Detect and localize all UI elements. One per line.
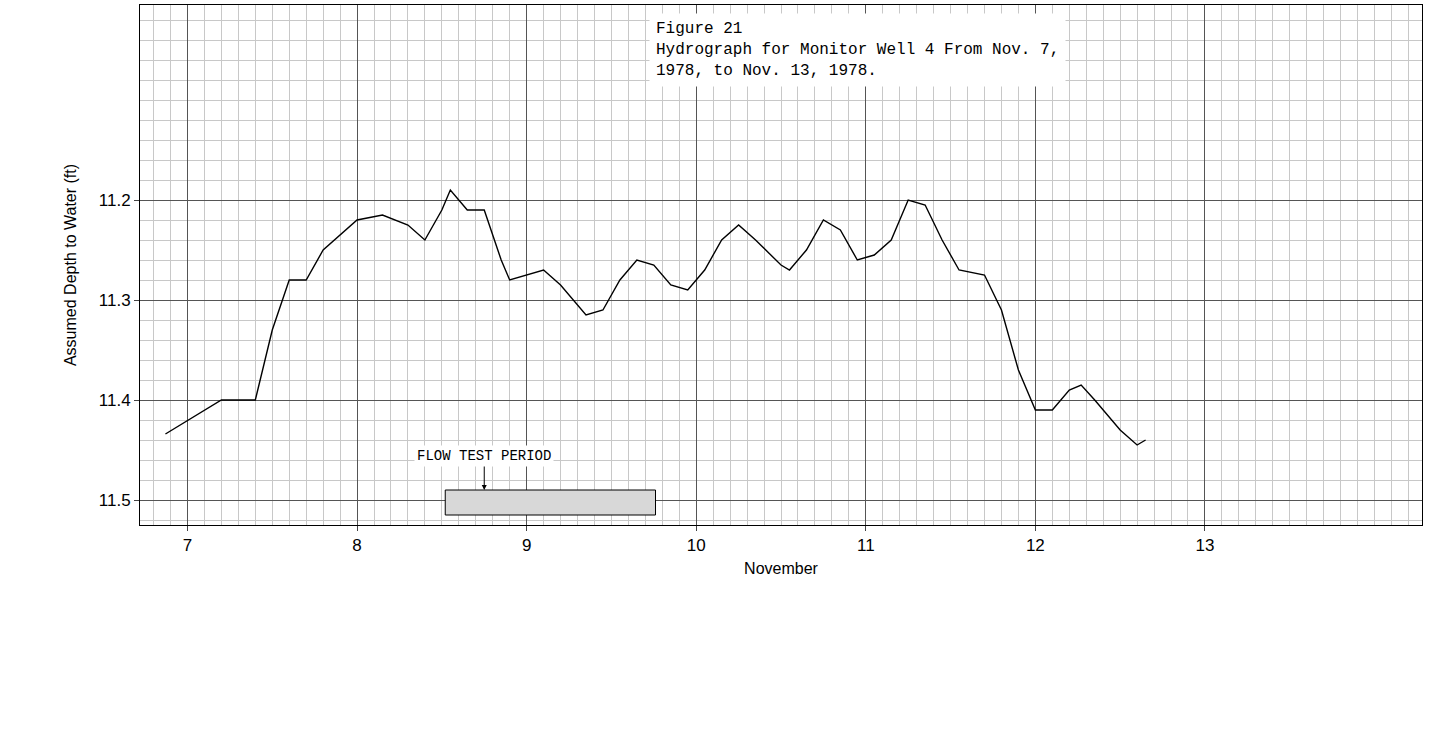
svg-text:11: 11	[857, 536, 875, 555]
svg-text:10: 10	[687, 536, 706, 555]
svg-text:Figure 21Hydrograph for Monito: Figure 21Hydrograph for Monitor Well 4 F…	[656, 20, 1059, 80]
svg-text:12: 12	[1026, 536, 1045, 555]
svg-text:11.2: 11.2	[99, 191, 131, 210]
svg-text:Assumed Depth to Water (ft): Assumed Depth to Water (ft)	[62, 164, 79, 366]
svg-text:11.5: 11.5	[99, 491, 131, 510]
svg-text:8: 8	[352, 536, 361, 555]
svg-text:November: November	[744, 560, 818, 577]
svg-text:FLOW TEST PERIOD: FLOW TEST PERIOD	[417, 448, 551, 464]
svg-text:9: 9	[522, 536, 531, 555]
svg-text:13: 13	[1195, 536, 1214, 555]
svg-text:7: 7	[183, 536, 192, 555]
svg-text:11.4: 11.4	[99, 391, 131, 410]
svg-text:11.3: 11.3	[99, 291, 131, 310]
